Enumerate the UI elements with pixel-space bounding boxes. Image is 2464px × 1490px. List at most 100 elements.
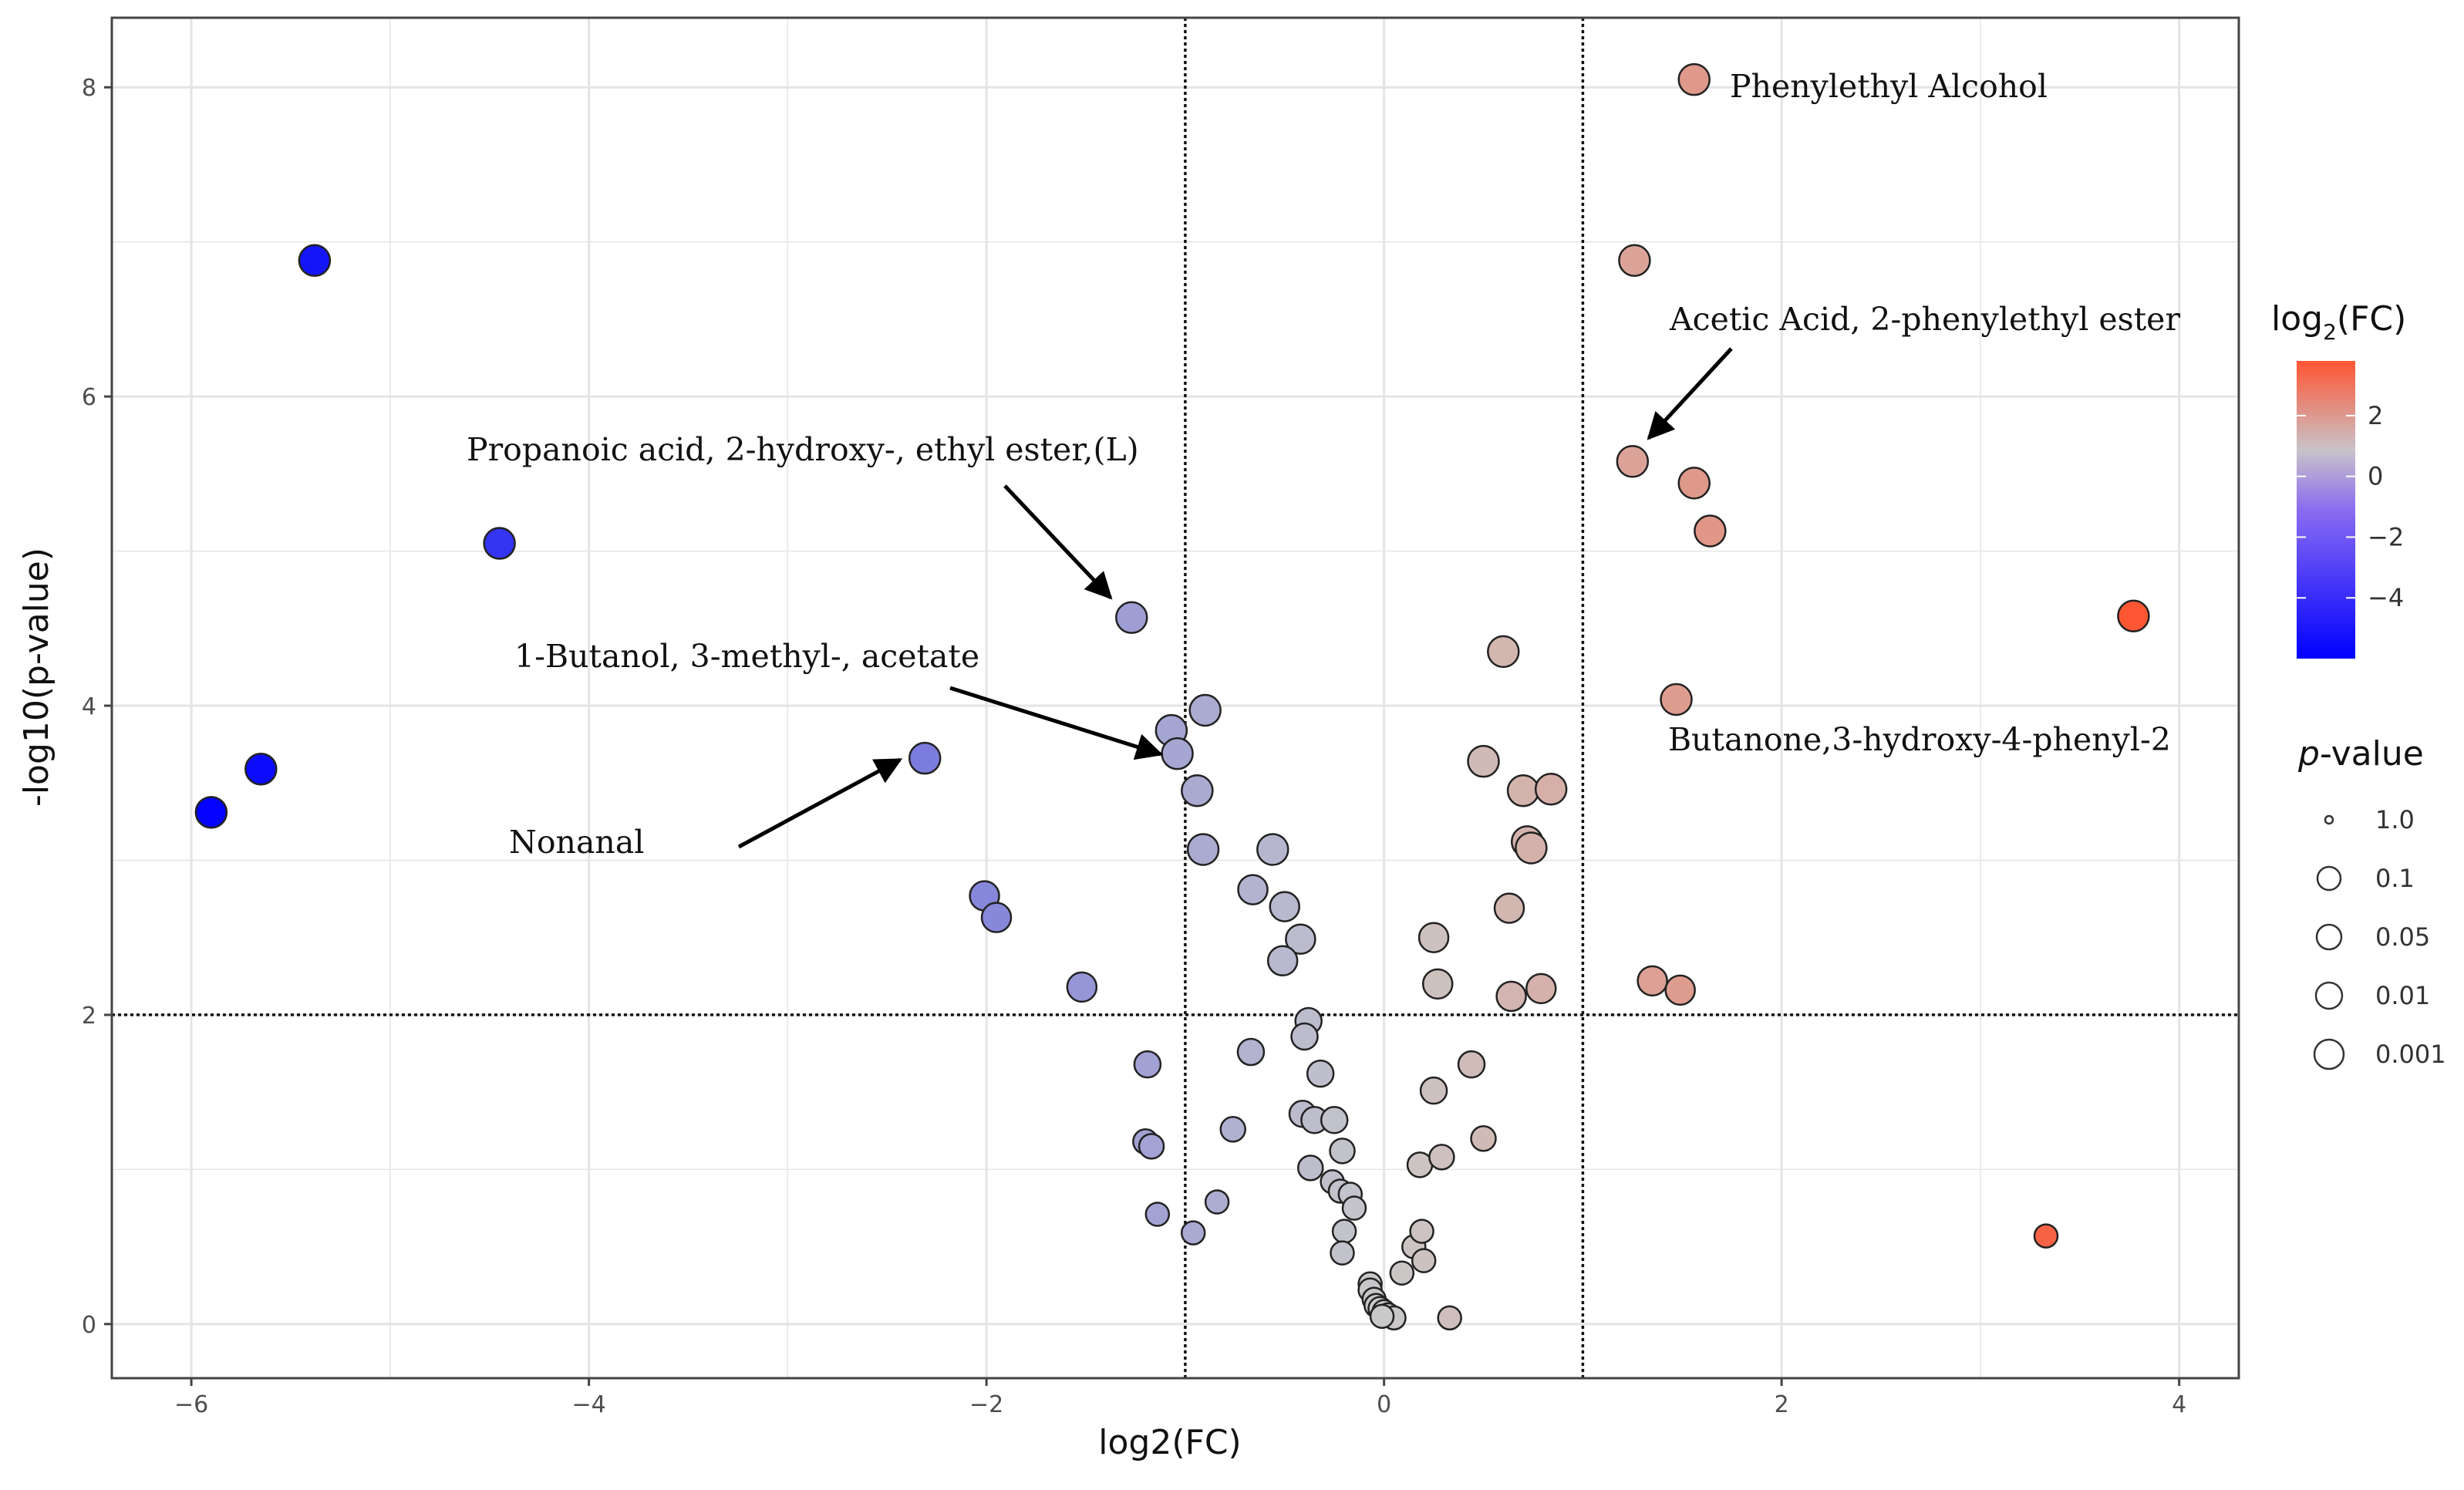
annotation-propanoic-acid: Propanoic acid, 2-hydroxy-, ethyl ester,… [467, 431, 1139, 468]
arrow-propanoic-acid [1003, 484, 1113, 600]
data-point [1144, 1202, 1171, 1227]
y-axis-title-text: -log10(p-value) [17, 548, 56, 807]
data-point [1525, 973, 1557, 1005]
color-legend-tick-label: −4 [2368, 583, 2404, 612]
size-legend-items: 1.0 0.1 0.05 0.01 0.001 [2313, 805, 2446, 1070]
data-point [1467, 744, 1500, 778]
arrow-nonanal [737, 757, 903, 849]
data-point [1506, 774, 1540, 807]
data-point [1266, 945, 1299, 977]
arrow-acetic-acid [1647, 347, 1733, 440]
data-point [1636, 965, 1668, 997]
color-legend-tick-label: −2 [2368, 522, 2404, 551]
data-point [1269, 891, 1301, 922]
data-point [1534, 773, 1568, 806]
data-point [1660, 683, 1693, 716]
size-legend-symbol [2324, 814, 2334, 825]
color-legend-bar [2297, 361, 2355, 659]
annotations: Phenylethyl Alcohol Acetic Acid, 2-pheny… [467, 68, 2180, 861]
data-point [1290, 1022, 1319, 1051]
data-point [1515, 831, 1548, 865]
annotation-nonanal: Nonanal [509, 824, 644, 861]
size-legend-symbol [2316, 865, 2342, 892]
data-point [1219, 1116, 1246, 1143]
data-point [1330, 1240, 1355, 1266]
data-point [194, 796, 228, 829]
data-point [1389, 1260, 1415, 1286]
data-point [1457, 1050, 1486, 1079]
x-tick-label: 0 [1377, 1391, 1391, 1418]
size-legend-symbol [2314, 981, 2344, 1010]
data-point [908, 741, 942, 775]
data-points [194, 62, 2150, 1331]
data-point [1495, 980, 1527, 1013]
data-point [1297, 1155, 1324, 1182]
data-point [1369, 1303, 1395, 1330]
data-point [1677, 62, 1711, 96]
data-point [1204, 1189, 1230, 1215]
data-point [1180, 1220, 1206, 1246]
data-point [1066, 971, 1098, 1003]
annotation-butanone: Butanone,3-hydroxy-4-phenyl-2 [1668, 721, 2171, 758]
size-legend-symbol [2315, 923, 2343, 951]
data-point [1133, 1050, 1162, 1079]
data-point [1256, 833, 1289, 866]
data-point [1331, 1219, 1357, 1244]
annotation-butanol-acetate: 1-Butanol, 3-methyl-, acetate [514, 638, 979, 675]
size-legend: p-value 1.0 0.1 0.05 0.01 0.001 [2297, 734, 2446, 1070]
color-legend: log2(FC) 2 0 −2 −4 [2271, 299, 2406, 659]
data-point [1470, 1125, 1497, 1152]
data-point [1285, 923, 1316, 955]
data-point [1329, 1138, 1356, 1165]
data-point [980, 902, 1013, 933]
y-tick-label: 6 [82, 384, 96, 411]
x-tick-label: −6 [174, 1391, 208, 1418]
data-point [1115, 601, 1148, 635]
data-point [2117, 599, 2150, 633]
data-point [1161, 737, 1194, 770]
x-tick-label: 2 [1775, 1391, 1789, 1418]
size-legend-title: p-value [2297, 734, 2424, 774]
y-tick-label: 0 [82, 1312, 96, 1339]
data-point [1186, 833, 1220, 866]
data-point [1320, 1105, 1349, 1134]
data-point [1618, 244, 1651, 277]
data-point [1411, 1248, 1437, 1273]
grid-lines [112, 18, 2239, 1378]
size-legend-label: 0.001 [2375, 1040, 2446, 1069]
data-point [1188, 693, 1222, 727]
x-axis-title: log2(FC) [1098, 1423, 1241, 1462]
data-point [1664, 974, 1696, 1006]
data-point [1419, 1076, 1448, 1105]
data-point [1694, 514, 1727, 548]
data-point [1437, 1305, 1462, 1331]
data-point [1677, 467, 1711, 500]
x-axis-ticks: −6 −4 −2 0 2 4 [174, 1378, 2186, 1418]
data-point [1237, 874, 1269, 905]
annotation-phenylethyl-alcohol: Phenylethyl Alcohol [1730, 68, 2048, 105]
size-legend-label: 0.01 [2375, 981, 2430, 1010]
color-legend-tick-label: 2 [2368, 401, 2383, 430]
data-point [1341, 1195, 1367, 1221]
data-point [1493, 892, 1525, 924]
data-point [1616, 445, 1650, 478]
x-tick-label: −2 [969, 1391, 1003, 1418]
data-point [1487, 635, 1520, 669]
y-axis-ticks: 0 2 4 6 8 [82, 75, 112, 1339]
threshold-lines [112, 18, 2239, 1378]
data-point [2033, 1223, 2059, 1249]
y-tick-label: 4 [82, 693, 96, 720]
y-tick-label: 2 [82, 1003, 96, 1030]
data-point [1428, 1144, 1455, 1171]
size-legend-label: 0.05 [2375, 922, 2430, 952]
size-legend-label: 0.1 [2375, 864, 2415, 893]
size-legend-symbol [2313, 1038, 2345, 1070]
data-point [244, 752, 278, 786]
data-point [1306, 1059, 1335, 1088]
data-point [1421, 968, 1454, 1000]
y-axis-title: -log10(p-value) [17, 548, 56, 807]
data-point [1236, 1037, 1266, 1067]
data-point [1138, 1133, 1165, 1160]
x-tick-label: 4 [2172, 1391, 2186, 1418]
